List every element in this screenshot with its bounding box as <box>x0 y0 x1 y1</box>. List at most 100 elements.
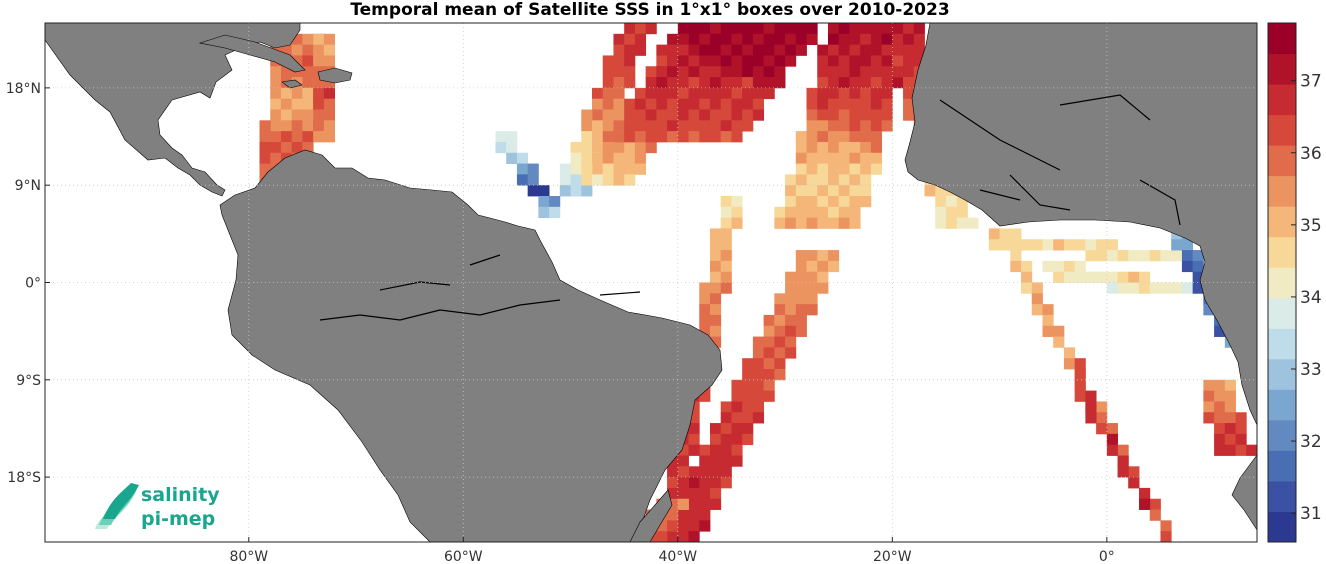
sss-cell <box>270 98 282 110</box>
sss-cell <box>795 304 807 316</box>
sss-cell <box>656 120 668 132</box>
sss-cell <box>1160 520 1172 532</box>
colorbar-tick-label: 37 <box>1300 72 1322 92</box>
sss-cell <box>731 98 743 110</box>
sss-cell <box>785 33 797 46</box>
sss-cell <box>1106 271 1118 283</box>
sss-cell <box>999 228 1011 240</box>
sss-cell <box>1214 433 1226 446</box>
sss-cell <box>613 152 625 164</box>
sss-cell <box>903 23 915 35</box>
sss-cell <box>624 120 636 132</box>
sss-cell <box>259 141 271 154</box>
sss-cell <box>270 120 282 132</box>
sss-cell <box>624 44 636 56</box>
sss-cell <box>849 66 861 78</box>
sss-cell <box>699 487 711 500</box>
sss-cell <box>1085 412 1097 424</box>
sss-cell <box>667 44 679 56</box>
sss-cell <box>742 77 754 89</box>
sss-cell <box>270 66 282 78</box>
sss-cell <box>817 260 829 273</box>
sss-cell <box>1074 369 1086 381</box>
colorbar-frame <box>1267 22 1297 543</box>
sss-cell <box>1106 282 1118 294</box>
sss-cell <box>838 109 850 121</box>
sss-cell <box>849 217 861 229</box>
sss-cell <box>645 77 657 89</box>
sss-cell <box>720 23 732 35</box>
sss-cell <box>709 314 722 327</box>
sss-cell <box>709 293 722 305</box>
sss-cell <box>720 401 732 413</box>
sss-cell <box>817 87 829 100</box>
sss-cell <box>1235 444 1247 456</box>
sss-cell <box>280 87 293 100</box>
sss-cell <box>280 109 293 121</box>
sss-cell <box>667 87 679 100</box>
lon-tick-label: 40°W <box>658 549 697 564</box>
sss-cell <box>785 23 797 35</box>
sss-cell <box>677 44 689 56</box>
sss-cell <box>656 44 668 56</box>
sss-cell <box>731 33 743 46</box>
sss-cell <box>913 33 925 46</box>
sss-cell <box>688 498 700 510</box>
sss-cell <box>667 98 679 110</box>
sss-cell <box>774 66 786 78</box>
sss-cell <box>280 44 293 56</box>
sss-cell <box>720 87 732 100</box>
sss-cell <box>688 33 700 46</box>
sss-cell <box>709 23 722 35</box>
sss-cell <box>624 98 636 110</box>
sss-cell <box>806 23 818 35</box>
sss-cell <box>817 185 829 197</box>
sss-cell <box>752 98 765 110</box>
sss-cell <box>549 196 561 208</box>
sss-cell <box>731 77 743 89</box>
sss-cell <box>795 141 807 154</box>
sss-cell <box>870 87 883 100</box>
sss-cell <box>1010 239 1022 251</box>
sss-cell <box>806 131 818 143</box>
sss-cell <box>495 131 507 143</box>
sss-cell <box>677 498 689 510</box>
sss-cell <box>259 152 271 164</box>
colorbar-swatch <box>1268 511 1296 543</box>
sss-cell <box>785 293 797 305</box>
sss-cell <box>259 131 271 143</box>
sss-cell <box>935 196 947 208</box>
colorbar: 31 32 33 34 35 36 37 <box>1267 22 1322 543</box>
sss-cell <box>774 23 786 35</box>
colorbar-swatch <box>1268 450 1296 482</box>
sss-cell <box>302 141 314 154</box>
sss-cell <box>849 44 861 56</box>
sss-cell <box>634 163 647 175</box>
sss-cell <box>270 77 282 89</box>
sss-cell <box>881 66 893 78</box>
sss-cell <box>688 477 700 489</box>
sss-cell <box>1117 444 1129 456</box>
sss-cell <box>1063 358 1076 370</box>
sss-cell <box>1063 347 1076 359</box>
sss-cell <box>613 87 625 100</box>
sss-cell <box>1042 325 1054 337</box>
sss-cell <box>913 23 925 35</box>
sss-cell <box>677 509 689 521</box>
sss-cell <box>785 271 797 283</box>
sss-cell <box>709 120 722 132</box>
sss-cell <box>849 141 861 154</box>
sss-cell <box>1171 250 1183 262</box>
sss-cell <box>313 131 325 143</box>
sss-cell <box>613 77 625 89</box>
sss-cell <box>827 33 840 46</box>
sss-cell <box>1214 325 1226 337</box>
sss-cell <box>1214 401 1226 413</box>
sss-cell <box>709 271 722 283</box>
sss-cell <box>1149 509 1161 521</box>
sss-cell <box>259 120 271 132</box>
sss-cell <box>827 77 840 89</box>
sss-cell <box>752 66 765 78</box>
sss-cell <box>817 163 829 175</box>
sss-cell <box>570 152 582 164</box>
